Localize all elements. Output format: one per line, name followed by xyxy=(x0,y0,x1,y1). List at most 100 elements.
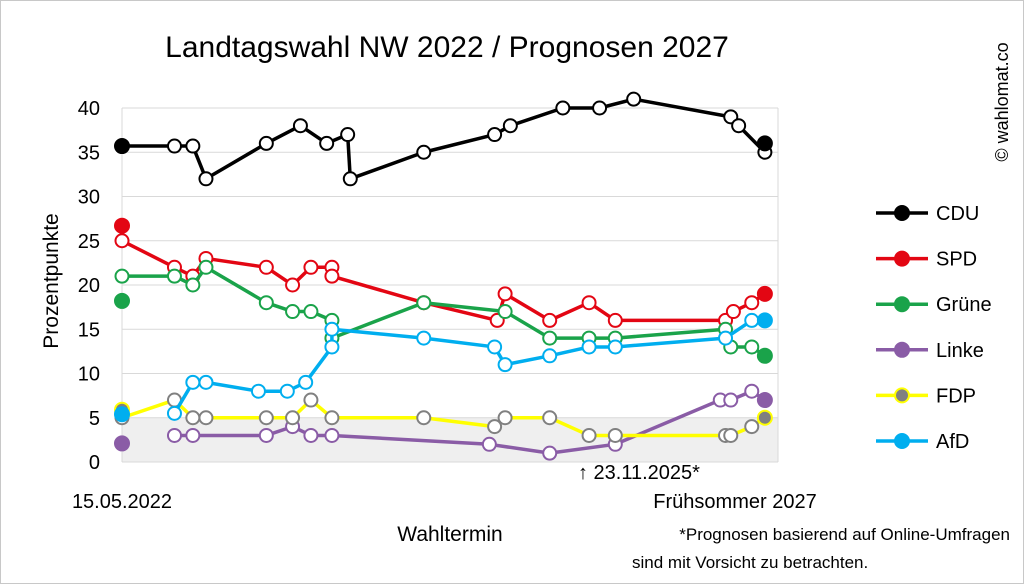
survey-point xyxy=(731,118,747,134)
legend-item-cdu: CDU xyxy=(876,203,979,225)
survey-point xyxy=(198,259,214,275)
forecast-point xyxy=(756,409,773,426)
forecast-point xyxy=(756,135,773,152)
y-axis-label: Prozentpunkte xyxy=(40,213,63,348)
survey-point xyxy=(744,295,760,311)
survey-point xyxy=(166,427,182,443)
legend-marker xyxy=(894,205,910,221)
survey-point xyxy=(198,374,214,390)
election-result-point xyxy=(114,406,130,423)
survey-point xyxy=(581,427,597,443)
survey-point xyxy=(279,383,295,399)
survey-point xyxy=(303,304,319,320)
survey-point xyxy=(723,427,739,443)
survey-point xyxy=(166,138,182,154)
survey-point xyxy=(185,374,201,390)
survey-point xyxy=(324,339,340,355)
survey-point xyxy=(258,259,274,275)
legend-label: SPD xyxy=(936,249,977,271)
survey-point xyxy=(626,91,642,107)
x-end-label: Frühsommer 2027 xyxy=(653,491,816,513)
survey-point xyxy=(285,410,301,426)
y-tick-label: 30 xyxy=(78,187,100,209)
survey-point xyxy=(303,427,319,443)
footnote-line-2: sind mit Vorsicht zu betrachten. xyxy=(632,553,868,572)
footnote-line-1: *Prognosen basierend auf Online-Umfragen xyxy=(679,525,1010,544)
y-tick-label: 0 xyxy=(89,452,100,474)
survey-point xyxy=(592,100,608,116)
survey-point xyxy=(250,383,266,399)
survey-point xyxy=(166,405,182,421)
survey-point xyxy=(502,118,518,134)
survey-point xyxy=(416,144,432,160)
forecast-point xyxy=(756,392,773,409)
survey-point xyxy=(723,392,739,408)
y-tick-label: 40 xyxy=(78,98,100,120)
y-tick-label: 15 xyxy=(78,319,100,341)
election-result-point xyxy=(114,292,130,309)
legend-item-spd: SPD xyxy=(876,249,977,271)
survey-point xyxy=(298,374,314,390)
y-tick-label: 35 xyxy=(78,142,100,164)
survey-point xyxy=(487,419,503,435)
survey-point xyxy=(185,277,201,293)
forecast-date-marker: ↑ 23.11.2025* xyxy=(578,462,700,484)
survey-point xyxy=(416,330,432,346)
survey-point xyxy=(416,295,432,311)
survey-point xyxy=(340,127,356,143)
forecast-point xyxy=(756,312,773,329)
threshold-band xyxy=(122,417,778,462)
survey-point xyxy=(487,339,503,355)
copyright-text: © wahlomat.co xyxy=(992,42,1012,161)
survey-point xyxy=(303,259,319,275)
series-line xyxy=(122,97,767,181)
survey-point xyxy=(542,330,558,346)
series-cdu xyxy=(114,91,773,187)
x-axis-label: Wahltermin xyxy=(397,523,502,546)
survey-point xyxy=(324,321,340,337)
survey-point xyxy=(416,410,432,426)
survey-point xyxy=(497,286,513,302)
x-start-label: 15.05.2022 xyxy=(72,491,172,513)
survey-point xyxy=(324,410,340,426)
survey-point xyxy=(258,295,274,311)
series-linke xyxy=(114,383,773,461)
survey-point xyxy=(581,339,597,355)
survey-point xyxy=(581,295,597,311)
chart-title: Landtagswahl NW 2022 / Prognosen 2027 xyxy=(165,31,729,64)
survey-point xyxy=(258,135,274,151)
survey-point xyxy=(497,304,513,320)
survey-point xyxy=(166,268,182,284)
legend-marker xyxy=(894,433,910,449)
survey-point xyxy=(198,171,214,187)
survey-point xyxy=(324,427,340,443)
survey-point xyxy=(285,277,301,293)
legend-marker xyxy=(894,250,910,267)
survey-point xyxy=(607,312,623,328)
legend-label: CDU xyxy=(936,203,979,225)
legend-marker xyxy=(894,296,910,313)
survey-point xyxy=(258,410,274,426)
survey-point xyxy=(185,427,201,443)
survey-point xyxy=(744,383,760,399)
legend-label: Grüne xyxy=(936,294,992,316)
series-grüne xyxy=(114,259,773,364)
survey-point xyxy=(744,419,760,435)
series-afd xyxy=(114,312,773,423)
survey-point xyxy=(114,233,130,249)
survey-point xyxy=(542,348,558,364)
y-tick-label: 25 xyxy=(78,231,100,253)
election-result-point xyxy=(114,217,130,234)
series-line xyxy=(121,239,766,323)
legend-item-linke: Linke xyxy=(876,340,984,362)
survey-point xyxy=(285,304,301,320)
survey-point xyxy=(744,339,760,355)
survey-point xyxy=(319,135,335,151)
survey-point xyxy=(607,339,623,355)
survey-point xyxy=(258,427,274,443)
survey-point xyxy=(324,268,340,284)
survey-point xyxy=(185,410,201,426)
survey-point xyxy=(292,118,308,134)
legend-marker xyxy=(894,341,910,358)
